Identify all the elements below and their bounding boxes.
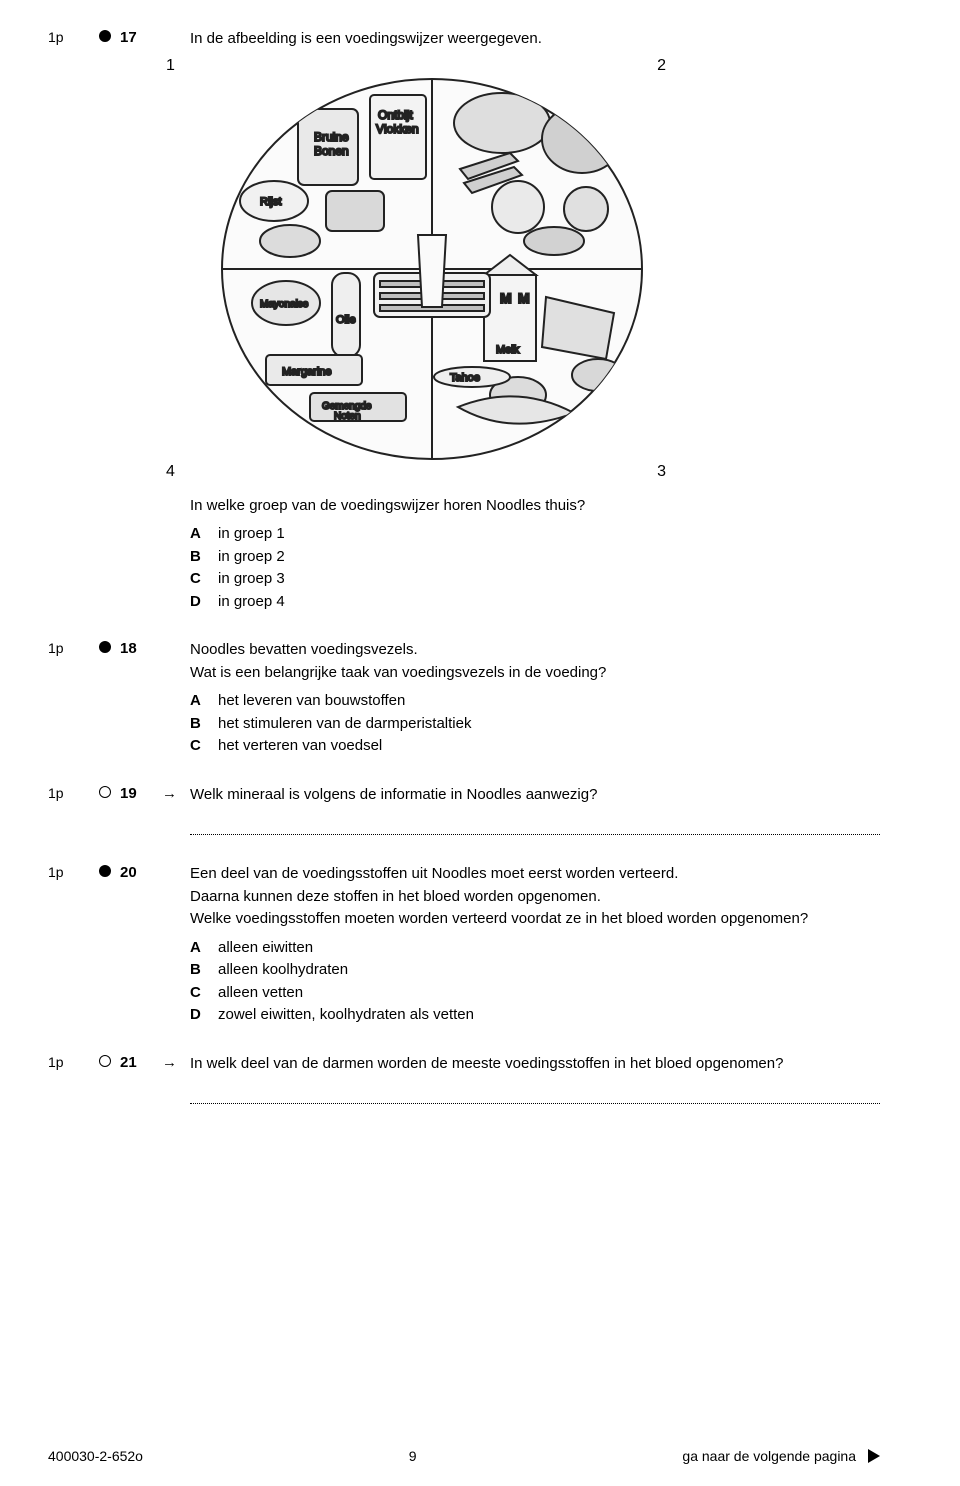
svg-text:Bonen: Bonen [314, 144, 349, 158]
q18-marker [90, 639, 120, 654]
open-circle-icon [99, 1055, 111, 1067]
q20-option-b[interactable]: Balleen koolhydraten [190, 959, 880, 982]
svg-text:Rijst: Rijst [260, 196, 281, 208]
q21-header: 1p 21 → In welk deel van de darmen worde… [48, 1053, 880, 1076]
q18-number: 18 [120, 639, 162, 659]
voedingswijzer-diagram: Bruine Bonen Ontbijt Vlokken Rijst [202, 59, 662, 479]
q17-option-c[interactable]: Cin groep 3 [190, 568, 880, 591]
footer-doc-id: 400030-2-652o [48, 1448, 143, 1464]
svg-text:Vlokken: Vlokken [376, 122, 419, 136]
q21-marker [90, 1053, 120, 1068]
q17-marker [90, 28, 120, 43]
q17-option-a[interactable]: Ain groep 1 [190, 523, 880, 546]
svg-text:Margarine: Margarine [282, 366, 332, 378]
q19-marker [90, 784, 120, 799]
q18-points: 1p [48, 639, 90, 657]
answer-line[interactable] [190, 834, 880, 835]
q20-line3: Welke voedingsstoffen moeten worden vert… [190, 908, 880, 931]
q20-points: 1p [48, 863, 90, 881]
svg-text:Mayonaise: Mayonaise [260, 299, 309, 310]
figure-label-4: 4 [166, 463, 175, 481]
q17-option-d[interactable]: Din groep 4 [190, 591, 880, 614]
svg-text:Melk: Melk [496, 344, 520, 356]
svg-text:Bruine: Bruine [314, 130, 349, 144]
svg-text:Noten: Noten [334, 411, 361, 422]
footer-page-number: 9 [409, 1448, 417, 1464]
svg-text:Ontbijt: Ontbijt [378, 108, 413, 122]
q21-number: 21 [120, 1053, 162, 1073]
arrow-icon: → [162, 784, 190, 804]
q20-option-a[interactable]: Aalleen eiwitten [190, 937, 880, 960]
q19-header: 1p 19 → Welk mineraal is volgens de info… [48, 784, 880, 807]
q17-points: 1p [48, 28, 90, 46]
figure-label-2: 2 [657, 57, 666, 75]
q20-options: Aalleen eiwitten Balleen koolhydraten Ca… [190, 937, 880, 1027]
q17-number: 17 [120, 28, 162, 48]
q20-line2: Daarna kunnen deze stoffen in het bloed … [190, 886, 880, 909]
svg-text:Olie: Olie [336, 314, 356, 326]
q17-header: 1p 17 In de afbeelding is een voedingswi… [48, 28, 880, 51]
q19-number: 19 [120, 784, 162, 804]
bullet-icon [99, 30, 111, 42]
q18-line2: Wat is een belangrijke taak van voedings… [190, 662, 880, 685]
q18-line1: Noodles bevatten voedingsvezels. [190, 639, 880, 662]
q20-option-d[interactable]: Dzowel eiwitten, koolhydraten als vetten [190, 1004, 880, 1027]
answer-line[interactable] [190, 1103, 880, 1104]
page-footer: 400030-2-652o 9 ga naar de volgende pagi… [48, 1448, 880, 1464]
q21-question: In welk deel van de darmen worden de mee… [190, 1053, 880, 1076]
q18-option-b[interactable]: Bhet stimuleren van de darmperistaltiek [190, 713, 880, 736]
q20-marker [90, 863, 120, 878]
q18-option-a[interactable]: Ahet leveren van bouwstoffen [190, 690, 880, 713]
q17-intro: In de afbeelding is een voedingswijzer w… [190, 28, 880, 51]
q18-option-c[interactable]: Chet verteren van voedsel [190, 735, 880, 758]
figure-label-3: 3 [657, 463, 666, 481]
q20-header: 1p 20 Een deel van de voedingsstoffen ui… [48, 863, 880, 1027]
figure-label-1: 1 [166, 57, 175, 75]
q20-option-c[interactable]: Calleen vetten [190, 982, 880, 1005]
bullet-icon [99, 865, 111, 877]
q17-question: In welke groep van de voedingswijzer hor… [190, 495, 880, 518]
q18-header: 1p 18 Noodles bevatten voedingsvezels. W… [48, 639, 880, 758]
next-page-icon [868, 1449, 880, 1463]
open-circle-icon [99, 786, 111, 798]
q17-question-row: In welke groep van de voedingswijzer hor… [48, 495, 880, 614]
q20-line1: Een deel van de voedingsstoffen uit Nood… [190, 863, 880, 886]
q19-points: 1p [48, 784, 90, 802]
q17-figure: 1 2 [48, 59, 880, 479]
svg-text:M: M [518, 290, 530, 306]
q20-number: 20 [120, 863, 162, 883]
q18-options: Ahet leveren van bouwstoffen Bhet stimul… [190, 690, 880, 758]
exam-page: 1p 17 In de afbeelding is een voedingswi… [0, 0, 960, 1486]
bullet-icon [99, 641, 111, 653]
footer-next-page: ga naar de volgende pagina [682, 1448, 856, 1464]
svg-text:M: M [500, 290, 512, 306]
q21-points: 1p [48, 1053, 90, 1071]
svg-text:Tahoe: Tahoe [450, 372, 480, 384]
arrow-icon: → [162, 1053, 190, 1073]
q17-option-b[interactable]: Bin groep 2 [190, 546, 880, 569]
q19-question: Welk mineraal is volgens de informatie i… [190, 784, 880, 807]
q17-options: Ain groep 1 Bin groep 2 Cin groep 3 Din … [190, 523, 880, 613]
